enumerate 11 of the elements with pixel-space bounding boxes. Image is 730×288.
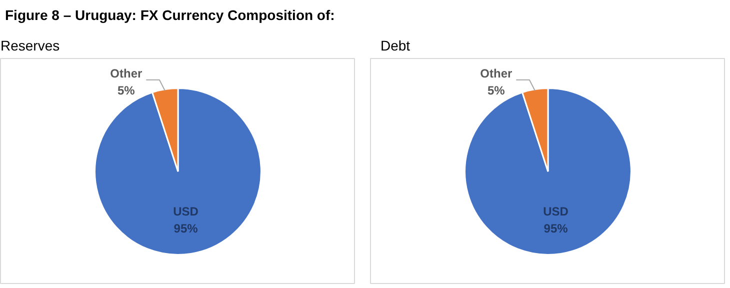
- chart-title: Figure 8 – Uruguay: FX Currency Composition of:: [5, 6, 335, 25]
- data-label: 95%: [544, 221, 568, 236]
- slice-label: USD: [543, 204, 569, 219]
- data-label: 5%: [117, 83, 136, 98]
- data-label: 95%: [174, 221, 198, 236]
- chart-subtitle: Reserves: [0, 38, 60, 54]
- slice-label: Other: [480, 66, 512, 81]
- chart-subtitle: Debt: [380, 38, 410, 54]
- slice-label: Other: [110, 66, 142, 81]
- data-label: 5%: [487, 83, 506, 98]
- slice-label: USD: [173, 204, 199, 219]
